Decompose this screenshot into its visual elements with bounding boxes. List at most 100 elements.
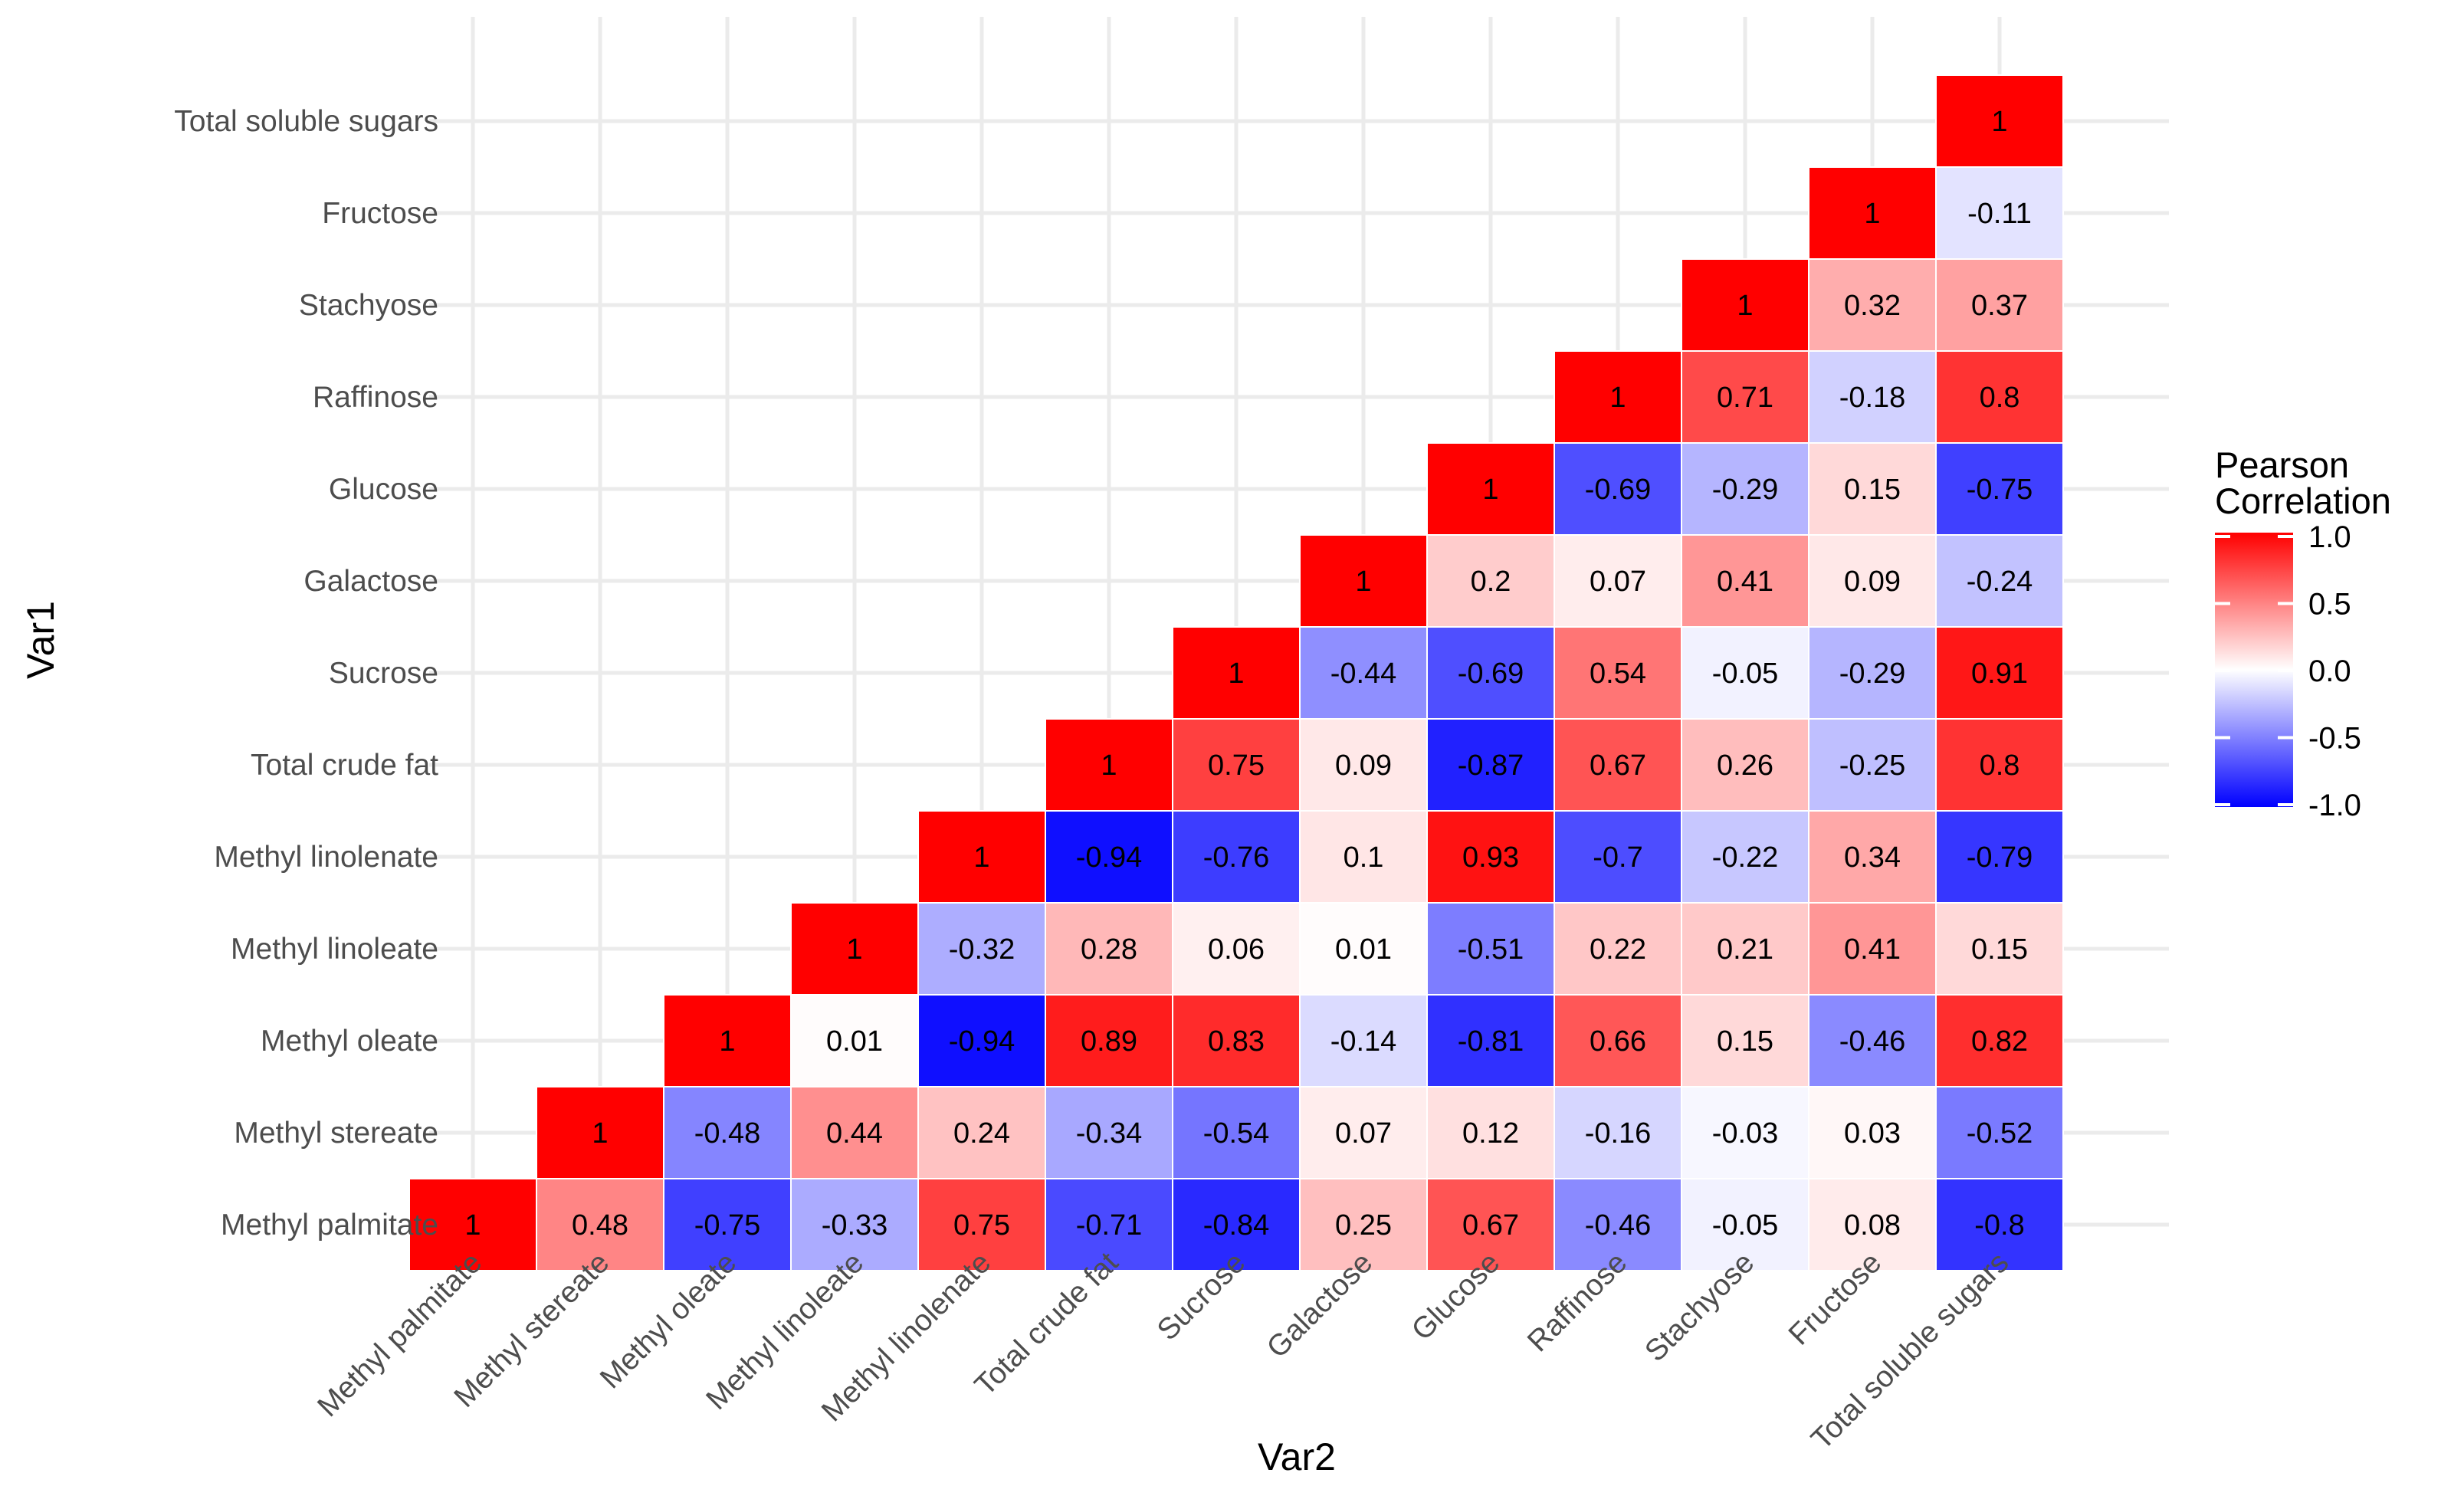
- heatmap-tile: [1681, 626, 1809, 720]
- heatmap-tile: [1045, 1086, 1173, 1179]
- tile-value-label: -0.14: [1330, 1025, 1397, 1058]
- tile-value-label: -0.79: [1967, 841, 2033, 874]
- tile-value-label: 0.06: [1208, 933, 1265, 966]
- tile-value-label: 0.28: [1081, 933, 1137, 966]
- tile-value-label: 1: [846, 933, 862, 966]
- heatmap-tile: [790, 994, 919, 1087]
- heatmap-tile: [1045, 718, 1173, 812]
- legend: Pearson Correlation 1.0 0.5 0.0 -0.5 -1.0: [2215, 444, 2391, 822]
- heatmap-tile: [1808, 994, 1937, 1087]
- tile-value-label: 0.83: [1208, 1025, 1265, 1058]
- y-tick-labels: Methyl palmitate Methyl stereate Methyl ol…: [174, 105, 438, 1242]
- tile-value-label: -0.51: [1458, 933, 1524, 966]
- heatmap-tile: [1045, 902, 1173, 996]
- heatmap-tile: [917, 902, 1046, 996]
- heatmap-tile: [917, 810, 1046, 904]
- tile-value-label: -0.18: [1839, 382, 1906, 414]
- tile-value-label: 0.75: [1208, 750, 1265, 782]
- heatmap-tile: [1172, 718, 1301, 812]
- heatmap-tile: [1299, 1178, 1428, 1271]
- tile-value-label: 0.1: [1344, 841, 1384, 874]
- tile-value-label: -0.05: [1712, 1209, 1779, 1242]
- heatmap-tile: [1554, 994, 1682, 1087]
- legend-tick-label: -1.0: [2308, 789, 2361, 822]
- heatmap-tile: [1935, 626, 2064, 720]
- heatmap-tile: [1808, 166, 1937, 260]
- tile-value-label: -0.25: [1839, 750, 1906, 782]
- heatmap-tile: [1935, 74, 2064, 168]
- heatmap-tile: [1172, 626, 1301, 720]
- tile-value-label: -0.48: [694, 1117, 761, 1150]
- tile-value-label: 0.91: [1971, 658, 2028, 690]
- tile-value-label: -0.75: [694, 1209, 761, 1242]
- heatmap-tile: [1172, 810, 1301, 904]
- tile-value-label: 1: [719, 1025, 735, 1058]
- tile-value-label: -0.71: [1076, 1209, 1143, 1242]
- tile-value-label: -0.32: [949, 933, 1015, 966]
- tile-value-label: -0.29: [1839, 658, 1906, 690]
- heatmap-tile: [1554, 442, 1682, 536]
- heatmap-tile: [1935, 810, 2064, 904]
- tile-value-label: 0.8: [1980, 750, 2020, 782]
- heatmap-tile: [1681, 994, 1809, 1087]
- tile-value-label: 0.75: [953, 1209, 1010, 1242]
- y-tick-label: Raffinose: [313, 381, 438, 414]
- tile-value-label: 0.66: [1590, 1025, 1646, 1058]
- tile-value-label: 0.89: [1081, 1025, 1137, 1058]
- y-tick-label: Fructose: [322, 197, 438, 230]
- tile-value-label: 0.07: [1335, 1117, 1392, 1150]
- tile-value-label: -0.69: [1458, 658, 1524, 690]
- tile-value-label: 1: [1482, 474, 1498, 506]
- heatmap-tile: [1426, 1086, 1555, 1179]
- x-axis-title: Var2: [1258, 1435, 1336, 1478]
- heatmap-tile: [790, 902, 919, 996]
- heatmap-tile: [1045, 810, 1173, 904]
- y-axis-title: Var1: [19, 601, 62, 679]
- y-tick-label: Sucrose: [329, 657, 438, 690]
- tile-value-label: -0.16: [1585, 1117, 1652, 1150]
- heatmap-tile: [1935, 1086, 2064, 1179]
- tile-value-label: -0.52: [1967, 1117, 2033, 1150]
- heatmap-tile: [1935, 166, 2064, 260]
- heatmap-tile: [663, 1178, 792, 1271]
- tile-value-label: 0.15: [1971, 933, 2028, 966]
- heatmap-tile: [1172, 1086, 1301, 1179]
- y-tick-label: Glucose: [329, 473, 438, 506]
- tile-value-label: 0.93: [1462, 841, 1519, 874]
- heatmap-tile: [1172, 994, 1301, 1087]
- tile-value-label: 1: [1991, 106, 2007, 138]
- tile-value-label: 0.21: [1717, 933, 1773, 966]
- tile-value-label: -0.76: [1203, 841, 1270, 874]
- heatmap-tile: [1935, 718, 2064, 812]
- y-tick-label: Methyl stereate: [234, 1117, 438, 1150]
- y-tick-label: Methyl linolenate: [214, 841, 438, 874]
- heatmap-tile: [408, 1178, 537, 1271]
- tile-value-label: -0.7: [1593, 841, 1642, 874]
- tile-value-label: 1: [1355, 566, 1371, 598]
- heatmap-tile: [1426, 1178, 1555, 1271]
- heatmap-tile: [1808, 1178, 1937, 1271]
- tile-value-label: -0.69: [1585, 474, 1652, 506]
- tile-value-label: 0.2: [1471, 566, 1511, 598]
- y-tick-label: Methyl oleate: [261, 1025, 438, 1058]
- heatmap-tile: [1554, 810, 1682, 904]
- tile-value-label: 1: [1101, 750, 1117, 782]
- tile-value-label: 0.34: [1844, 841, 1901, 874]
- tile-value-label: 1: [592, 1117, 608, 1150]
- heatmap-tile: [1426, 442, 1555, 536]
- heatmap-tile: [1681, 350, 1809, 444]
- heatmap-tile: [1808, 350, 1937, 444]
- heatmap-tile: [1299, 1086, 1428, 1179]
- tile-value-label: 0.44: [826, 1117, 883, 1150]
- tile-value-label: 0.01: [1335, 933, 1392, 966]
- legend-title-line2: Correlation: [2215, 481, 2391, 521]
- legend-title-line1: Pearson: [2215, 444, 2349, 485]
- heatmap-tiles: 1 0.48 -0.75 -0.33 0.75 -0.71 -0.84 0.25 0.67 -0.…: [408, 74, 2064, 1271]
- heatmap-tile: [1808, 718, 1937, 812]
- tile-value-label: 1: [1864, 198, 1880, 230]
- legend-tick-label: 0.5: [2308, 588, 2351, 622]
- heatmap-tile: [1299, 718, 1428, 812]
- tile-value-label: 0.22: [1590, 933, 1646, 966]
